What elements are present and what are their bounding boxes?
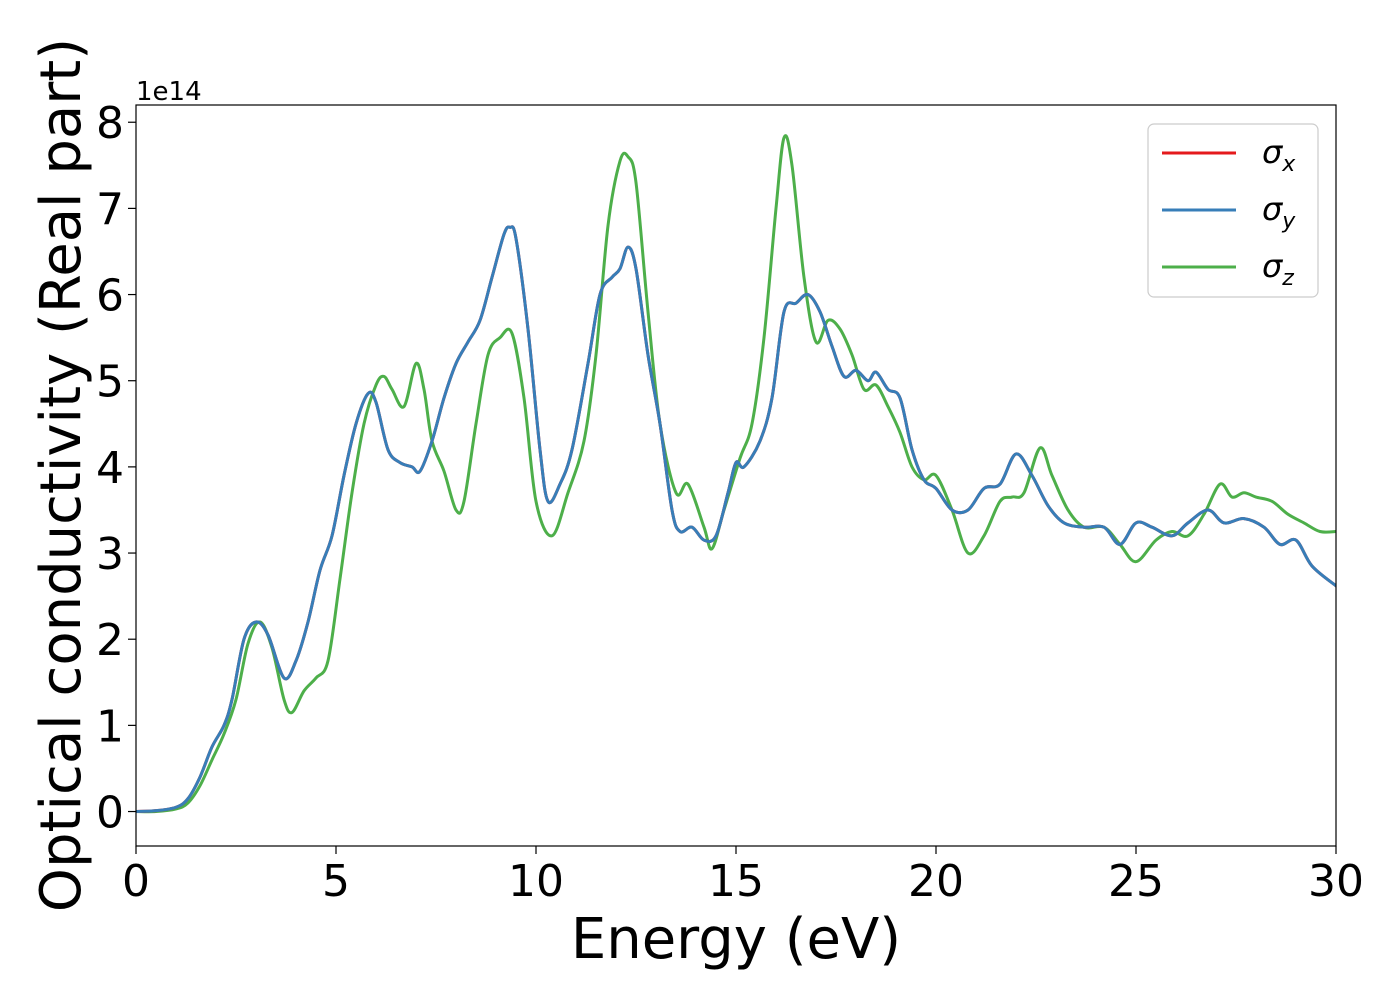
y-tick-label: 8 [96, 98, 124, 149]
legend-label-sigma-z: σz [1262, 247, 1294, 291]
y-tick-label: 6 [96, 271, 124, 322]
series-layer [136, 134, 1336, 814]
legend-label-sigma-x: σx [1262, 133, 1296, 177]
x-tick-label: 15 [708, 856, 764, 907]
legend-label-sigma-y: σy [1262, 190, 1296, 234]
series-line-sigma-x [136, 225, 1336, 814]
x-axis-label: Energy (eV) [571, 907, 901, 972]
y-tick-label: 5 [96, 357, 124, 408]
y-tick-label: 2 [96, 615, 124, 666]
x-tick-label: 30 [1308, 856, 1364, 907]
y-tick-label: 0 [96, 788, 124, 839]
y-tick-label: 3 [96, 529, 124, 580]
y-offset-label: 1e14 [136, 77, 202, 107]
legend: σx σy σz [1147, 123, 1319, 298]
y-axis-label: Optical conductivity (Real part) [29, 38, 94, 912]
x-axis: 0 5 10 15 20 25 30 [122, 846, 1364, 907]
y-tick-label: 1 [96, 701, 124, 752]
x-tick-label: 10 [508, 856, 564, 907]
x-tick-label: 5 [322, 856, 350, 907]
x-tick-label: 0 [122, 856, 150, 907]
y-axis: 0 1 2 3 4 5 6 7 8 [96, 98, 136, 839]
x-tick-label: 20 [908, 856, 964, 907]
series-line-sigma-y [136, 225, 1336, 814]
y-tick-label: 7 [96, 184, 124, 235]
y-tick-label: 4 [96, 443, 124, 494]
x-tick-label: 25 [1108, 856, 1164, 907]
